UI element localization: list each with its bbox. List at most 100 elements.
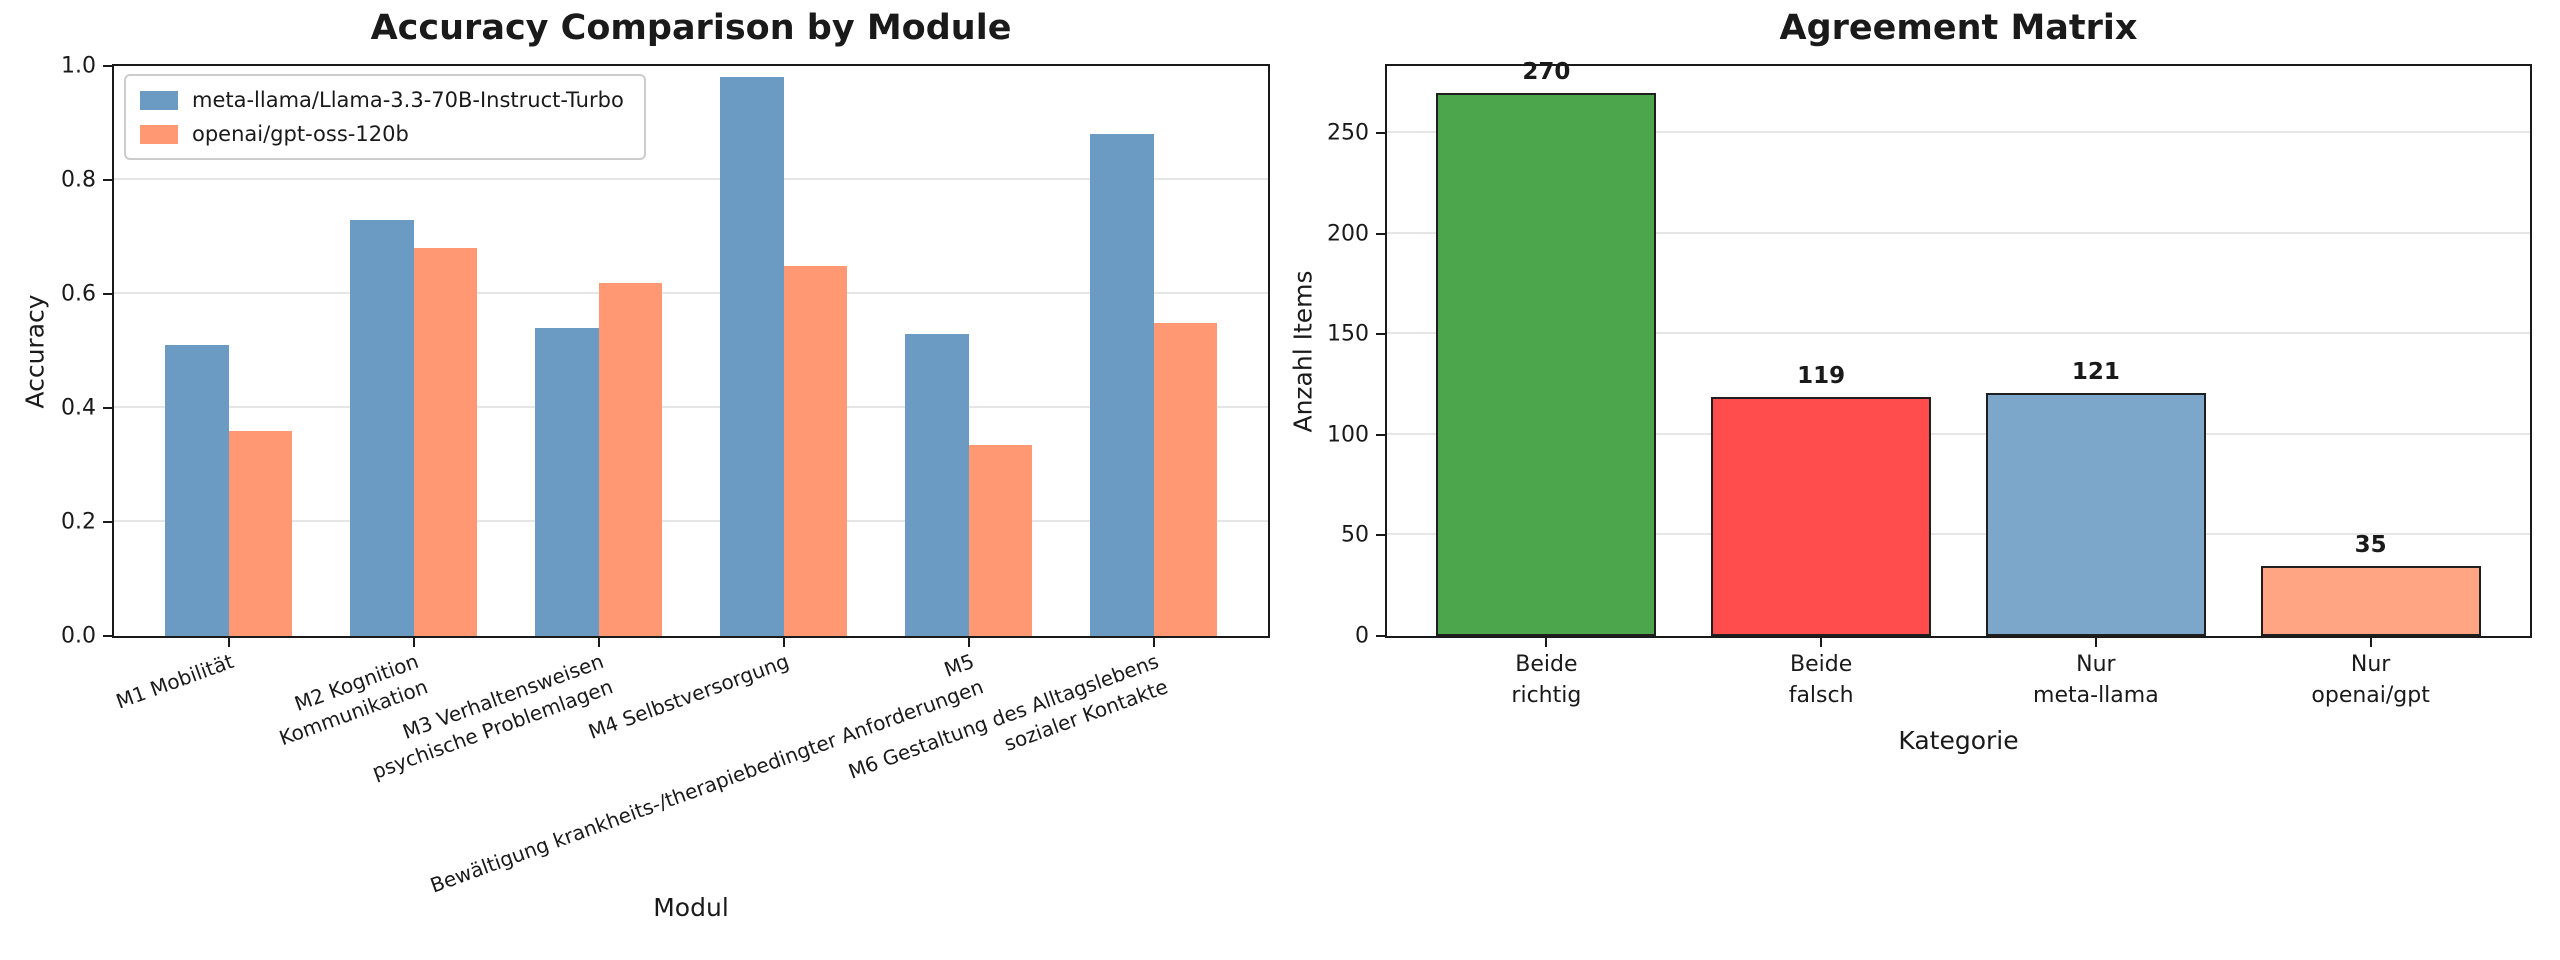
bar-group xyxy=(1061,66,1246,636)
bar xyxy=(1436,93,1657,636)
bar-value-label: 270 xyxy=(1522,59,1571,86)
x-tick-mark xyxy=(2094,636,2097,647)
y-tick-mark xyxy=(103,521,114,523)
y-axis-label: Accuracy xyxy=(20,293,50,409)
y-tick-label: 0.2 xyxy=(61,509,96,535)
y-tick-label: 0 xyxy=(1355,623,1369,649)
y-tick-label: 0.4 xyxy=(61,395,96,421)
gridline xyxy=(114,406,1268,408)
bars-layer: 270 119 121 35 xyxy=(1409,59,2508,636)
bar xyxy=(349,219,414,636)
bar-group: 121 xyxy=(1959,66,2234,636)
x-tick-mark xyxy=(782,636,785,647)
x-tick-label: Nur openai/gpt xyxy=(2311,652,2430,708)
bar xyxy=(904,333,969,636)
gridline xyxy=(1387,432,2530,435)
bar-value-label: 121 xyxy=(2071,358,2120,385)
bar xyxy=(413,248,478,636)
gridline xyxy=(1387,231,2530,234)
gridline xyxy=(1387,533,2530,536)
y-tick-label: 0.0 xyxy=(61,623,96,649)
x-tick-mark xyxy=(1152,636,1155,647)
y-tick-label: 100 xyxy=(1327,422,1369,448)
x-tick-mark xyxy=(2369,636,2372,647)
y-tick-mark xyxy=(103,635,114,637)
bar xyxy=(228,430,293,636)
bar xyxy=(968,445,1033,636)
gridline xyxy=(114,178,1268,180)
x-tick-mark xyxy=(597,636,600,647)
x-tick-mark xyxy=(227,636,230,647)
y-axis-label-wrap: Anzahl Items xyxy=(1288,64,1318,638)
bar-group: 119 xyxy=(1684,66,1959,636)
y-tick-label: 0.8 xyxy=(61,167,96,193)
y-tick-label: 0.6 xyxy=(61,281,96,307)
x-tick-mark xyxy=(1820,636,1823,647)
bar xyxy=(1711,396,1932,636)
legend-swatch xyxy=(140,124,178,144)
legend-item: meta-llama/Llama-3.3-70B-Instruct-Turbo xyxy=(140,88,624,112)
legend-label: openai/gpt-oss-120b xyxy=(192,122,409,146)
y-tick-mark xyxy=(1376,132,1387,135)
chart-title: Agreement Matrix xyxy=(1779,8,2138,48)
y-axis-label-wrap: Accuracy xyxy=(20,64,50,638)
legend-item: openai/gpt-oss-120b xyxy=(140,122,624,146)
x-axis-label: Modul xyxy=(653,893,729,922)
bar xyxy=(1153,322,1218,636)
bar xyxy=(719,77,784,636)
gridline xyxy=(114,292,1268,294)
y-tick-label: 200 xyxy=(1327,221,1369,247)
bar xyxy=(164,345,229,636)
legend-label: meta-llama/Llama-3.3-70B-Instruct-Turbo xyxy=(192,88,624,112)
chart-title: Accuracy Comparison by Module xyxy=(370,8,1012,48)
x-axis-label: Kategorie xyxy=(1898,726,2019,755)
x-tick-label: M1 Mobilität xyxy=(113,648,238,714)
y-tick-label: 1.0 xyxy=(61,53,96,79)
y-tick-mark xyxy=(1376,232,1387,235)
y-tick-mark xyxy=(1376,534,1387,537)
y-tick-mark xyxy=(1376,433,1387,436)
agreement-plot-area: 0 50 100 150 200 250 270 119 121 35 Beide richtig B… xyxy=(1327,59,2532,708)
bar xyxy=(783,265,848,636)
bar-value-label: 119 xyxy=(1797,362,1846,389)
bar-group: 270 xyxy=(1409,59,1684,636)
x-tick-label: Nur meta-llama xyxy=(2033,652,2159,708)
gridline xyxy=(1387,131,2530,134)
x-tick-label: Beide richtig xyxy=(1511,652,1582,708)
bar xyxy=(534,328,599,636)
x-tick-label: Beide falsch xyxy=(1788,652,1854,708)
bar-group xyxy=(506,66,691,636)
accuracy-chart: Accuracy Comparison by Module Accuracy 0… xyxy=(21,8,1270,922)
y-tick-mark xyxy=(1376,333,1387,336)
bar-group xyxy=(321,66,506,636)
bar xyxy=(1089,134,1154,636)
y-tick-label: 150 xyxy=(1327,321,1369,347)
bar xyxy=(598,282,663,636)
y-tick-mark xyxy=(1376,635,1387,637)
bar-value-label: 35 xyxy=(2354,531,2387,558)
agreement-chart: Agreement Matrix Anzahl Items 0 50 100 150 2… xyxy=(1289,8,2532,755)
y-tick-mark xyxy=(103,407,114,409)
accuracy-plot-area: 0.0 0.2 0.4 0.6 0.8 1.0 M1 Mobilität M2 Kogniti… xyxy=(61,54,1270,898)
y-tick-mark xyxy=(103,179,114,181)
bar-group xyxy=(691,66,876,636)
gridline xyxy=(1387,332,2530,335)
y-tick-mark xyxy=(103,65,114,67)
y-tick-mark xyxy=(103,293,114,295)
x-tick-mark xyxy=(412,636,415,647)
bar xyxy=(2260,565,2481,636)
x-tick-mark xyxy=(1545,636,1548,647)
y-tick-label: 50 xyxy=(1341,522,1369,548)
bars-layer xyxy=(136,66,1246,636)
bar-group: 35 xyxy=(2233,66,2508,636)
y-tick-label: 250 xyxy=(1327,120,1369,146)
bar xyxy=(1985,392,2206,636)
legend: meta-llama/Llama-3.3-70B-Instruct-Turbo o… xyxy=(124,74,646,160)
legend-swatch xyxy=(140,90,178,110)
x-tick-mark xyxy=(967,636,970,647)
bar-group xyxy=(136,66,321,636)
bar-group xyxy=(876,66,1061,636)
gridline xyxy=(114,520,1268,522)
y-axis-label: Anzahl Items xyxy=(1288,269,1318,433)
